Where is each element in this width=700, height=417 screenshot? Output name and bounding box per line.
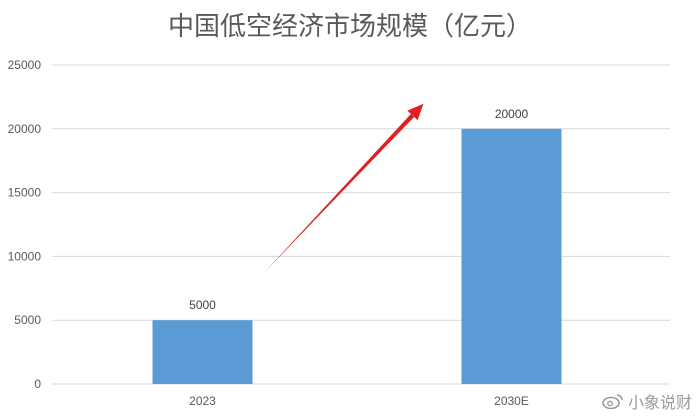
weibo-icon [602,394,623,409]
watermark: 小象说财 [602,389,692,413]
bar [461,128,562,384]
chart-title: 中国低空经济市场规模（亿元） [168,12,532,42]
data-label: 5000 [189,298,216,312]
arrow-shaft [264,113,415,273]
y-tick-label: 25000 [8,58,42,72]
trend-arrow [264,103,424,273]
watermark-text: 小象说财 [627,393,692,412]
y-tick-label: 15000 [8,186,42,200]
x-tick-label: 2023 [189,394,216,408]
bar [152,320,253,384]
y-tick-label: 20000 [8,122,42,136]
arrow-head [407,103,424,121]
y-tick-label: 5000 [14,313,41,327]
data-label: 20000 [495,107,529,121]
y-tick-label: 0 [34,377,41,391]
y-tick-label: 10000 [8,249,42,263]
x-tick-label: 2030E [494,394,529,408]
